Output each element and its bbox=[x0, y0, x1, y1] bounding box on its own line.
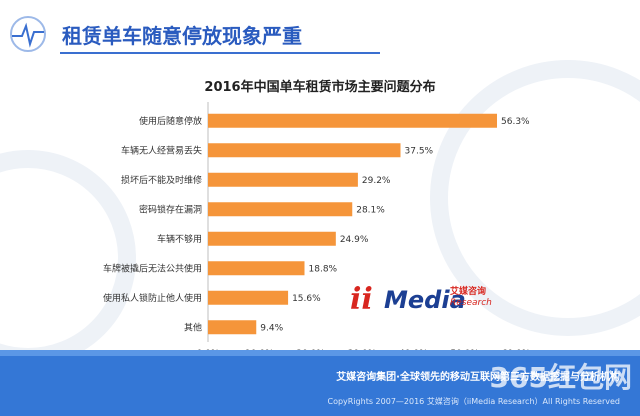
watermark: 365红包网 bbox=[489, 361, 632, 394]
data-label: 29.2% bbox=[362, 176, 391, 186]
category-label: 密码锁存在漏洞 bbox=[139, 203, 202, 215]
logo-cn: 艾媒咨询 bbox=[450, 287, 487, 297]
logo-ii: ii bbox=[350, 282, 373, 317]
data-label: 24.9% bbox=[340, 235, 369, 245]
page-title: 租赁单车随意停放现象严重 bbox=[62, 24, 302, 48]
logo-research: Research bbox=[450, 298, 492, 308]
bar bbox=[208, 202, 353, 217]
header: 租赁单车随意停放现象严重 bbox=[0, 0, 640, 62]
bar bbox=[208, 231, 336, 246]
data-label: 18.8% bbox=[309, 264, 338, 274]
data-label: 37.5% bbox=[405, 146, 434, 156]
category-label: 使用后随意停放 bbox=[139, 115, 202, 127]
category-label: 车牌被撬后无法公共使用 bbox=[103, 262, 202, 274]
bar bbox=[208, 113, 498, 128]
data-label: 28.1% bbox=[356, 205, 385, 215]
data-label: 56.3% bbox=[501, 117, 530, 127]
bar bbox=[208, 143, 401, 158]
chart-title: 2016年中国单车租赁市场主要问题分布 bbox=[204, 80, 436, 95]
category-label: 车辆不够用 bbox=[157, 233, 202, 245]
category-label: 使用私人锁防止他人使用 bbox=[103, 292, 202, 304]
logo-media: Media bbox=[384, 286, 466, 314]
header-divider bbox=[60, 52, 380, 54]
data-label: 9.4% bbox=[260, 323, 283, 333]
footer bbox=[0, 356, 640, 416]
iimedia-logo: ii Media 艾媒咨询 Research bbox=[350, 282, 492, 322]
bar bbox=[208, 261, 305, 276]
pulse-icon bbox=[10, 16, 46, 52]
category-label: 其他 bbox=[184, 321, 202, 333]
category-label: 车辆无人经营易丢失 bbox=[121, 144, 202, 156]
category-label: 损坏后不能及时维修 bbox=[121, 174, 202, 186]
bar bbox=[208, 172, 358, 187]
bar bbox=[208, 290, 289, 305]
bar bbox=[208, 320, 257, 335]
footer-stripe bbox=[0, 350, 640, 356]
footer-tagline: 艾媒咨询集团·全球领先的移动互联网第三方数据挖掘与分析机构 bbox=[336, 372, 620, 383]
footer-copyright: CopyRights 2007—2016 艾媒咨询（iiMedia Resear… bbox=[327, 397, 620, 406]
data-label: 15.6% bbox=[292, 294, 321, 304]
